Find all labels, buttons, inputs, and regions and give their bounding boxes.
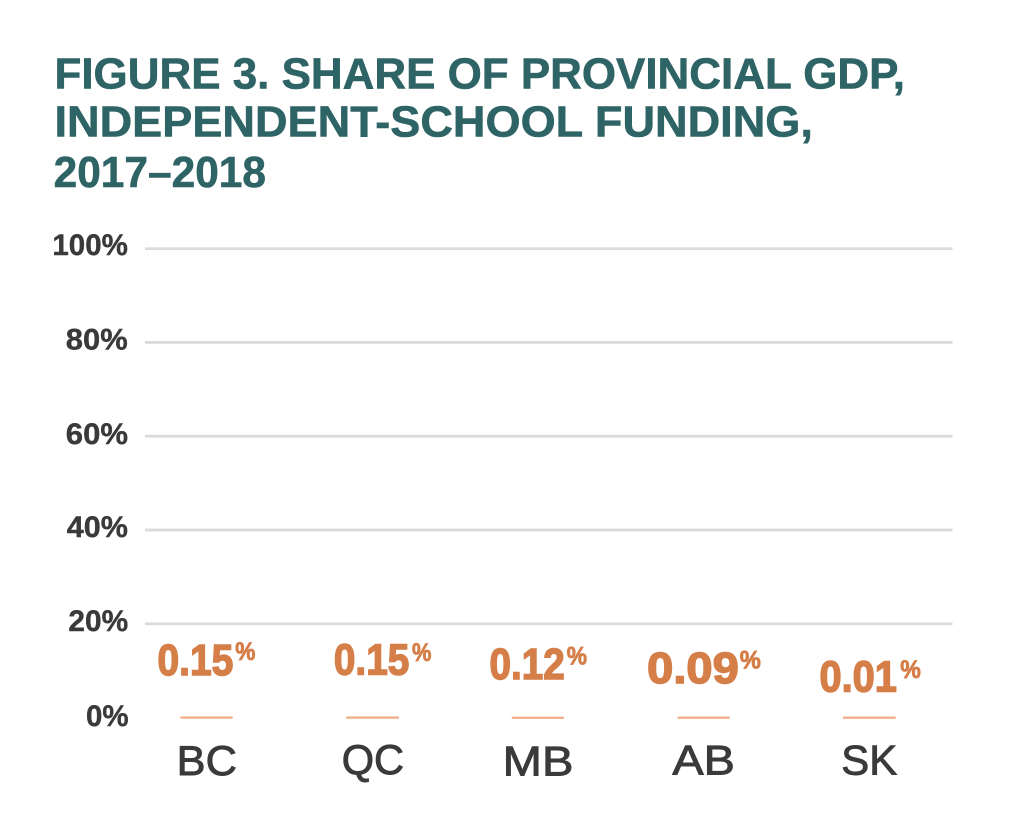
svg-text:0.15: 0.15 [334,636,409,685]
svg-text:QC: QC [342,736,404,783]
svg-text:100%: 100% [52,229,128,262]
svg-text:0.15: 0.15 [158,636,234,685]
svg-text:%: % [900,656,921,684]
svg-text:0.12: 0.12 [490,640,565,689]
svg-text:AB: AB [672,737,735,784]
svg-text:MB: MB [503,738,574,785]
svg-text:0.09: 0.09 [647,644,739,693]
svg-text:%: % [235,638,255,666]
svg-text:0%: 0% [86,700,129,733]
svg-text:FIGURE 3. SHARE OF PROVINCIAL: FIGURE 3. SHARE OF PROVINCIAL GDP, [55,51,906,99]
svg-text:BC: BC [177,737,237,784]
svg-text:%: % [412,639,431,667]
svg-text:60%: 60% [66,418,128,451]
svg-text:0.01: 0.01 [820,653,897,702]
svg-text:%: % [567,643,587,671]
svg-text:INDEPENDENT-SCHOOL FUNDING,: INDEPENDENT-SCHOOL FUNDING, [55,99,813,147]
svg-text:SK: SK [841,737,897,784]
svg-text:40%: 40% [67,511,128,544]
svg-text:20%: 20% [68,605,128,638]
svg-text:%: % [740,647,761,675]
svg-text:80%: 80% [66,323,128,356]
svg-text:2017–2018: 2017–2018 [54,149,266,197]
